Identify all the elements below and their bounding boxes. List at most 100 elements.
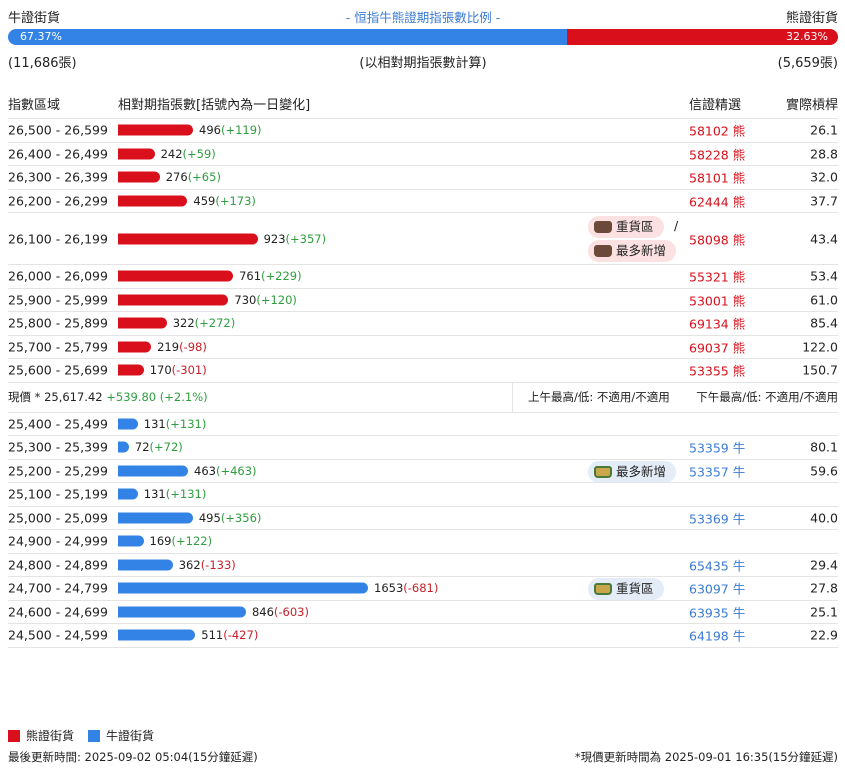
contracts-change: (-133): [200, 557, 236, 572]
table-row: 25,800 - 25,899 322(+272) 69134 熊 85.4: [8, 311, 838, 335]
table-end-border: [8, 646, 838, 648]
range-label: 26,500 - 26,599: [8, 122, 108, 138]
leverage-value: 43.4: [810, 231, 838, 246]
warrant-code-link[interactable]: 62444 熊: [689, 194, 746, 210]
contracts-value: 846(-603): [252, 605, 309, 619]
table-row: 26,000 - 26,099 761(+229) 55321 熊 53.4: [8, 264, 838, 288]
contracts-change: (+463): [215, 463, 257, 478]
contracts-change: (-681): [403, 581, 439, 596]
bear-count: (5,659張): [777, 56, 838, 71]
pm-high-low: 下午最高/低: 不適用/不適用: [696, 390, 838, 404]
contracts-number: 1653: [374, 581, 404, 596]
header-warrant: 信證精選: [689, 98, 742, 113]
most-added-tag[interactable]: 最多新增: [588, 240, 677, 262]
leverage-value: 27.8: [810, 580, 838, 596]
range-label: 25,900 - 25,999: [8, 292, 108, 308]
warrant-code-link[interactable]: 69037 熊: [689, 340, 746, 356]
contracts-change: (+120): [256, 292, 297, 307]
contracts-number: 495: [198, 510, 221, 525]
table-row: 24,500 - 24,599 511(-427) 64198 牛 22.9: [8, 623, 838, 647]
legend-item-bull: 牛證街貨: [88, 727, 154, 744]
table-header: 指數區域 相對期指張數[括號內為一日變化] 信證精選 實際槓桿: [8, 94, 838, 114]
contracts-value: 242(+59): [161, 147, 216, 161]
warrant-code-link[interactable]: 53369 牛: [689, 511, 746, 527]
warrant-code-link[interactable]: 53357 牛: [689, 464, 746, 480]
range-label: 25,700 - 25,799: [8, 339, 108, 355]
table-row: 24,700 - 24,799 1653(-681) 重貨區 63097 牛 27.8: [8, 576, 838, 600]
top-labels: 牛證街貨 - 恒指牛熊證期指張數比例 - 熊證街貨: [8, 7, 838, 26]
contracts-value: 495(+356): [199, 511, 262, 525]
warrant-code-link[interactable]: 53001 熊: [689, 293, 746, 309]
warrant-code-link[interactable]: 63097 牛: [689, 581, 746, 597]
heavy-zone-tag[interactable]: 重貨區: [588, 216, 664, 238]
contracts-bar: [118, 171, 160, 183]
leverage-value: 85.4: [810, 315, 838, 331]
heavy-zone-tag[interactable]: 重貨區: [588, 578, 664, 600]
header-leverage: 實際槓桿: [785, 98, 838, 113]
bear-outstanding-label: 熊證街貨: [785, 11, 838, 26]
warrant-code-link[interactable]: 55321 熊: [689, 269, 746, 285]
table-row: 24,800 - 24,899 362(-133) 65435 牛 29.4: [8, 552, 838, 577]
contracts-change: (+119): [220, 123, 262, 138]
leverage-value: 122.0: [802, 339, 838, 355]
warrant-code-link[interactable]: 58102 熊: [689, 123, 746, 139]
range-label: 24,700 - 24,799: [8, 580, 108, 596]
bull-bear-ratio-bar: 67.37% 32.63%: [8, 29, 838, 45]
warrant-code-link[interactable]: 63935 牛: [689, 605, 746, 621]
price-change: +539.80 (+2.1%): [106, 390, 208, 404]
bull-icon: [594, 465, 612, 478]
contracts-number: 322: [172, 316, 195, 331]
table-row: 25,700 - 25,799 219(-98) 69037 熊 122.0: [8, 334, 838, 359]
contracts-bar: [118, 512, 193, 524]
contracts-number: 219: [157, 339, 180, 354]
warrant-code-link[interactable]: 64198 牛: [689, 628, 746, 644]
range-label: 26,400 - 26,499: [8, 146, 108, 162]
contracts-value: 219(-98): [157, 340, 207, 354]
contracts-value: 730(+120): [234, 293, 297, 307]
range-label: 24,800 - 24,899: [8, 557, 108, 573]
contracts-number: 923: [263, 231, 286, 246]
leverage-value: 61.0: [810, 292, 838, 308]
tag-label: 重貨區: [616, 219, 654, 234]
warrant-code-link[interactable]: 69134 熊: [689, 316, 746, 332]
contracts-bar: [118, 294, 229, 306]
contracts-bar: [118, 465, 189, 477]
contracts-change: (-427): [223, 628, 259, 643]
warrant-code-link[interactable]: 53359 牛: [689, 440, 746, 456]
contracts-change: (+131): [165, 416, 207, 431]
contracts-change: (+229): [261, 269, 302, 284]
tag-label: 重貨區: [616, 581, 654, 596]
price-updated: *現價更新時間為 2025-09-01 16:35(15分鐘延遲): [574, 750, 838, 764]
most-added-tag[interactable]: 最多新增: [588, 460, 677, 483]
leverage-value: 150.7: [802, 362, 838, 378]
contracts-change: (+59): [182, 146, 216, 161]
table-row: 25,200 - 25,299 463(+463) 最多新增 53357 牛 59.6: [8, 458, 838, 483]
contracts-change: (+272): [194, 316, 236, 331]
contracts-number: 170: [149, 363, 172, 378]
warrant-code-link[interactable]: 53355 熊: [689, 363, 746, 379]
contracts-bar: [118, 418, 138, 430]
contracts-bar: [118, 148, 155, 160]
warrant-code-link[interactable]: 58101 熊: [689, 170, 746, 186]
contracts-value: 276(+65): [166, 170, 221, 184]
leverage-value: 25.1: [810, 604, 838, 620]
range-label: 24,600 - 24,699: [8, 604, 108, 620]
contracts-value: 131(+131): [144, 487, 207, 501]
table-row: 24,900 - 24,999 169(+122): [8, 529, 838, 553]
leverage-value: 22.9: [810, 627, 838, 643]
contracts-bar: [118, 195, 188, 207]
bear-ratio-segment: 32.63%: [567, 29, 838, 45]
table-row: 25,900 - 25,999 730(+120) 53001 熊 61.0: [8, 287, 838, 312]
contracts-number: 459: [193, 193, 216, 208]
warrant-code-link[interactable]: 58098 熊: [689, 232, 746, 247]
range-label: 25,100 - 25,199: [8, 486, 108, 502]
contracts-number: 761: [239, 269, 262, 284]
warrant-code-link[interactable]: 58228 熊: [689, 147, 746, 163]
contracts-bar: [118, 233, 258, 244]
contracts-value: 463(+463): [194, 464, 257, 478]
bull-icon: [594, 583, 612, 595]
table-row: 26,200 - 26,299 459(+173) 62444 熊 37.7: [8, 188, 838, 213]
legend-item-bear: 熊證街貨: [8, 727, 74, 744]
warrant-code-link[interactable]: 65435 牛: [689, 558, 746, 574]
table-row: 26,300 - 26,399 276(+65) 58101 熊 32.0: [8, 165, 838, 189]
